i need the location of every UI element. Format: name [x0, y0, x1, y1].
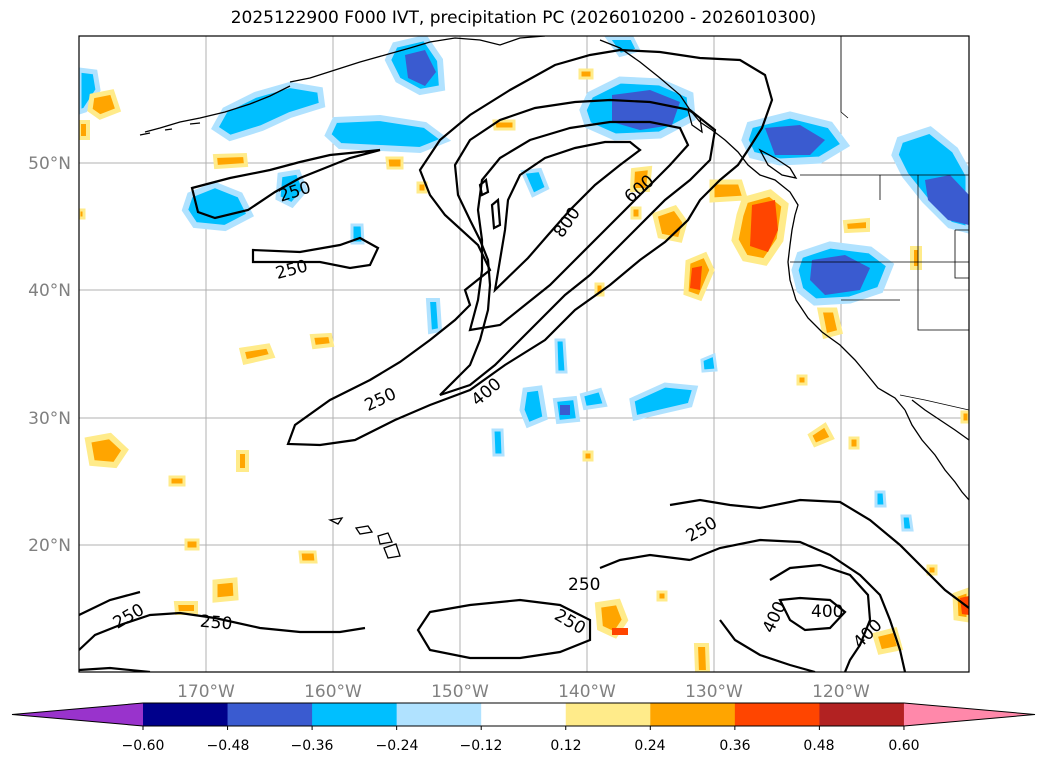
colorbar-tick-label: −0.12 — [460, 738, 503, 754]
colorbar-tick-label: 0.48 — [803, 738, 834, 754]
lat-label: 30°N — [28, 409, 71, 429]
ivt-contours — [79, 48, 969, 672]
precip-negative-patches — [79, 36, 969, 532]
contour-label: 250 — [199, 612, 233, 635]
colorbar-segment — [396, 703, 482, 726]
colorbar — [11, 702, 1036, 730]
colorbar-segment — [565, 703, 651, 726]
colorbar-segment — [481, 703, 567, 726]
borders — [790, 36, 969, 411]
colorbar-tick-label: 0.36 — [719, 738, 750, 754]
lat-label: 40°N — [28, 281, 71, 301]
colorbar-segment — [650, 703, 736, 726]
lat-label: 20°N — [28, 536, 71, 556]
lat-label: 50°N — [28, 154, 71, 174]
lon-labels: 170°W 160°W 150°W 140°W 130°W 120°W — [177, 682, 870, 702]
colorbar-tick-label: −0.24 — [376, 738, 419, 754]
colorbar-extend-high — [903, 703, 1035, 726]
colorbar-segment — [819, 703, 905, 726]
lon-label: 150°W — [431, 682, 489, 702]
contour-labels: 250 250 250 250 400 800 600 250 250 250 … — [110, 171, 887, 652]
colorbar-tick-label: 0.24 — [634, 738, 665, 754]
colorbar-ticks: −0.60 −0.48 −0.36 −0.24 −0.12 0.12 0.24 … — [122, 738, 920, 754]
lon-label: 140°W — [558, 682, 616, 702]
colorbar-segment — [312, 703, 398, 726]
map-title: 2025122900 F000 IVT, precipitation PC (2… — [230, 8, 817, 28]
contour-label: 400 — [811, 602, 843, 622]
map-frame — [78, 35, 970, 673]
colorbar-tick-label: −0.36 — [291, 738, 334, 754]
contour-label: 250 — [568, 575, 600, 595]
coastlines — [139, 36, 969, 559]
colorbar-tick-label: −0.48 — [207, 738, 250, 754]
lon-label: 130°W — [685, 682, 743, 702]
lat-labels: 50°N 40°N 30°N 20°N — [28, 154, 71, 556]
colorbar-tick-label: −0.60 — [122, 738, 165, 754]
lon-label: 160°W — [304, 682, 362, 702]
colorbar-tick-label: 0.12 — [550, 738, 581, 754]
colorbar-segment — [227, 703, 313, 726]
colorbar-segment — [734, 703, 820, 726]
colorbar-extend-low — [12, 703, 143, 726]
colorbar-segment — [143, 703, 229, 726]
lon-label: 120°W — [812, 682, 870, 702]
lon-label: 170°W — [177, 682, 235, 702]
colorbar-tick-label: 0.60 — [888, 738, 919, 754]
